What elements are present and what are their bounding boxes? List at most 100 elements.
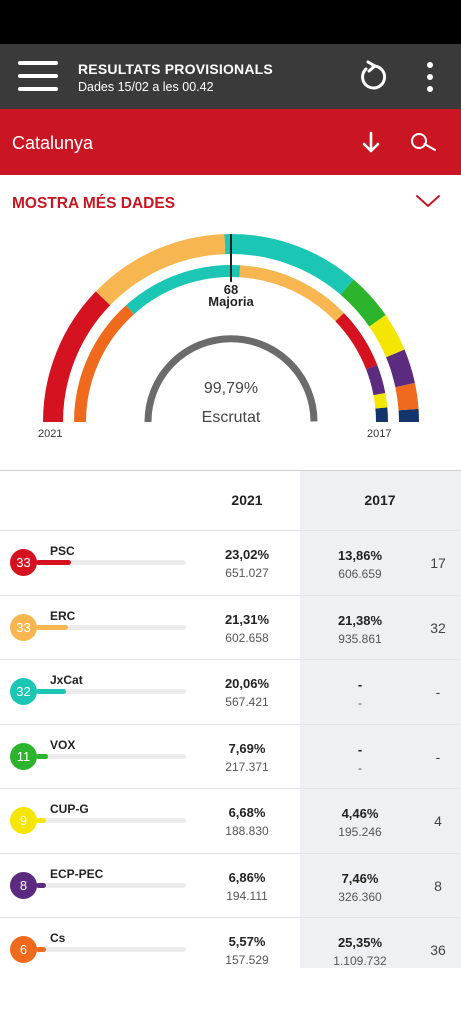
seat-arc-2017-pp: [375, 407, 389, 423]
seat-arc-2017-ecp-pec: [366, 364, 386, 396]
percent-2017: -: [357, 741, 363, 757]
seats-2021-badge: 8: [10, 871, 37, 899]
seats-2021-badge: 6: [10, 936, 37, 963]
vote-share-fill: [36, 947, 46, 952]
seats-2017: 8: [434, 877, 442, 894]
votes-2021: 651.027: [225, 566, 269, 580]
percent-2017: 21,38%: [337, 612, 383, 628]
seat-arc-2021-cs: [395, 382, 419, 411]
seats-2017: -: [435, 748, 441, 765]
seat-arc-2017-cs: [74, 305, 135, 423]
vote-share-bar: [36, 818, 186, 823]
percent-2017: 7,46%: [341, 870, 379, 886]
region-bar: Catalunya: [0, 109, 461, 175]
percent-2021: 23,02%: [224, 547, 270, 562]
parliament-hemicycle-chart: 68 Majoria 99,79% Escrutat 2021 2017: [38, 234, 420, 440]
percent-2017: 4,46%: [341, 806, 379, 821]
seats-2017: 36: [430, 942, 446, 958]
vote-share-fill: [36, 689, 66, 694]
votes-2017: 1.109.732: [333, 954, 387, 968]
percent-2021: 7,69%: [228, 740, 266, 756]
more-options-icon[interactable]: [420, 60, 440, 94]
percent-2021: 6,68%: [228, 805, 266, 820]
table-row[interactable]: 9 CUP-G 6,68% 188.830 4,46% 195.246 4: [0, 788, 461, 852]
vote-share-fill: [36, 624, 68, 630]
percent-2021: 5,57%: [228, 934, 266, 949]
percent-2021: 21,31%: [224, 611, 270, 627]
app-subtitle: Dades 15/02 a les 00.42: [78, 80, 214, 94]
votes-2017: 195.246: [338, 825, 382, 839]
votes-2017: -: [358, 696, 362, 710]
scrutiny-percent: 99,79%: [204, 380, 258, 397]
party-name: CUP-G: [50, 802, 89, 816]
seat-arc-2017-jxcat: [125, 265, 241, 315]
party-name: ERC: [50, 608, 76, 623]
vote-share-bar: [36, 882, 186, 888]
vote-share-bar: [36, 560, 186, 565]
percent-2021: 20,06%: [224, 676, 270, 691]
seat-arc-2017-erc: [239, 265, 344, 322]
download-arrow-icon[interactable]: [356, 130, 386, 156]
seat-arc-2021-erc: [95, 234, 226, 306]
votes-2017: 326.360: [338, 889, 382, 904]
search-icon[interactable]: [408, 129, 438, 157]
seats-2021-badge: 33: [10, 549, 37, 576]
votes-2017: 606.659: [338, 567, 382, 581]
votes-2021: 194.111: [226, 888, 268, 903]
vote-share-fill: [36, 818, 46, 823]
section-divider: [0, 470, 461, 471]
scrutiny-label: Escrutat: [202, 409, 261, 426]
seats-2021-badge: 9: [10, 807, 37, 834]
menu-icon[interactable]: [18, 61, 58, 91]
percent-2017: -: [357, 677, 363, 692]
vote-share-bar: [36, 947, 186, 952]
app-title: RESULTATS PROVISIONALS: [78, 61, 273, 77]
votes-2021: 188.830: [225, 824, 269, 838]
seats-2021-badge: 33: [10, 613, 37, 641]
table-row[interactable]: 33 ERC 21,31% 602.658 21,38% 935.861 32: [0, 594, 461, 659]
table-row[interactable]: 8 ECP-PEC 6,86% 194.111 7,46% 326.360 8: [0, 852, 461, 917]
vote-share-bar: [36, 624, 186, 630]
seat-arc-2021-ecp-pec: [385, 349, 415, 388]
column-header-2021: 2021: [231, 492, 263, 508]
label-2017: 2017: [367, 428, 391, 440]
status-bar: [0, 0, 461, 44]
votes-2021: 157.529: [225, 953, 269, 967]
app-bar: RESULTATS PROVISIONALS Dades 15/02 a les…: [0, 44, 461, 109]
party-name: ECP-PEC: [50, 866, 104, 881]
seats-2017: 17: [430, 555, 446, 571]
seats-2021-badge: 32: [10, 678, 37, 705]
seats-2021-badge: 11: [10, 742, 37, 770]
party-name: Cs: [50, 931, 66, 945]
table-row[interactable]: 6 Cs 5,57% 157.529 25,35% 1.109.732 36: [0, 917, 461, 981]
seat-arc-2021-psc: [43, 291, 111, 423]
column-header-2017: 2017: [364, 492, 396, 508]
show-more-data-toggle[interactable]: MOSTRA MÉS DADES: [12, 195, 176, 212]
refresh-icon[interactable]: [356, 60, 390, 94]
majority-seats: 68: [224, 282, 238, 297]
percent-2017: 13,86%: [337, 548, 383, 563]
votes-2017: 935.861: [338, 631, 382, 646]
seats-2017: -: [435, 684, 441, 700]
vote-share-fill: [36, 882, 46, 888]
scrutiny-gauge: [144, 335, 318, 423]
seats-2017: 4: [434, 813, 442, 829]
chevron-down-icon[interactable]: [414, 192, 442, 210]
column-2017-background: [300, 471, 461, 968]
table-row[interactable]: 11 VOX 7,69% 217.371 - - -: [0, 723, 461, 788]
table-row[interactable]: 32 JxCat 20,06% 567.421 - - -: [0, 659, 461, 723]
party-name: VOX: [50, 737, 76, 752]
seat-arc-2017-cup-g: [373, 392, 388, 409]
seat-arc-2021-cup-g: [369, 315, 405, 358]
party-name: PSC: [50, 544, 75, 558]
table-row[interactable]: 33 PSC 23,02% 651.027 13,86% 606.659 17: [0, 530, 461, 594]
seat-arc-2017-psc: [335, 312, 378, 370]
seats-2017: 32: [430, 619, 446, 636]
vote-share-fill: [36, 753, 48, 759]
label-2021: 2021: [38, 428, 62, 440]
votes-2017: -: [358, 760, 362, 775]
percent-2017: 25,35%: [337, 935, 383, 950]
seat-arc-2021-vox: [340, 279, 386, 327]
region-selector[interactable]: Catalunya: [12, 133, 94, 153]
vote-share-fill: [36, 560, 71, 565]
